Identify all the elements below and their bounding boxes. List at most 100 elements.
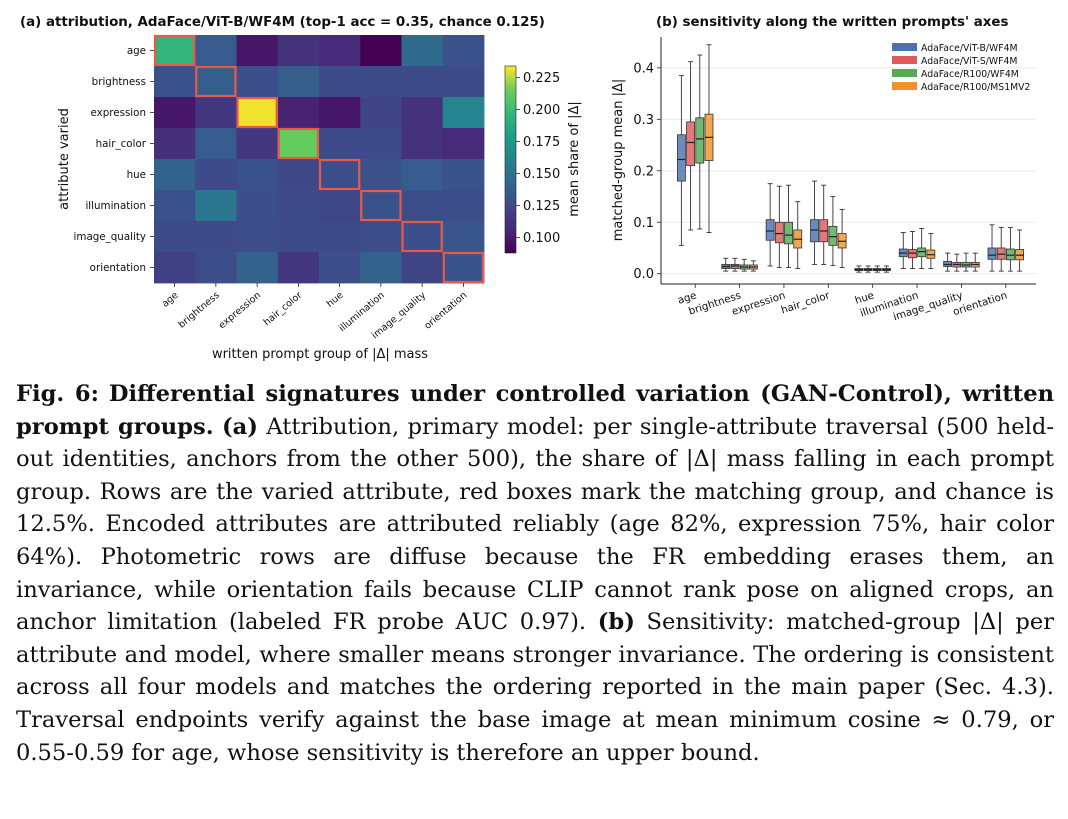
heatmap-cell (360, 190, 402, 222)
colorbar-tick-label: 0.175 (523, 135, 560, 150)
heatmap-y-tick-label: expression (90, 107, 146, 119)
caption-part-a-label: (a) (221, 413, 258, 440)
heatmap-cell (360, 66, 402, 98)
x-tick-label: hair_color (780, 289, 832, 316)
heatmap-y-tick-label: brightness (92, 76, 146, 88)
heatmap-cell (277, 159, 320, 191)
box-AdaFace/R100/MS1MV2-hue (882, 265, 891, 273)
y-tick-label: 0.3 (633, 113, 654, 128)
caption-part-b-text: Sensitivity: matched-group |Δ| per attri… (16, 609, 1054, 766)
box-AdaFace/ViT-S/WF4M-image_quality (952, 253, 962, 272)
heatmap-y-tick-label: illumination (85, 200, 146, 212)
heatmap-cell (442, 190, 485, 222)
heatmap-cell (195, 190, 237, 222)
heatmap-cell (154, 128, 196, 160)
box-body (784, 221, 793, 245)
box-body (987, 247, 997, 260)
heatmap-y-axis-label: attribute varied (57, 108, 72, 210)
match-highlight-box (153, 34, 196, 67)
heatmap-cell (319, 128, 361, 160)
legend-swatch (892, 43, 917, 51)
heatmap-cell (360, 35, 402, 67)
heatmap-cell (360, 97, 402, 129)
boxplot-gridlines (661, 67, 1036, 275)
box-body (686, 121, 695, 167)
heatmap-cell (319, 97, 361, 129)
box-body (810, 219, 819, 243)
heatmap-cell (401, 252, 444, 284)
box-body (828, 225, 838, 246)
box-AdaFace/ViT-B/WF4M-image_quality (943, 252, 953, 272)
heatmap-cell (319, 159, 361, 191)
box-AdaFace/R100/WF4M-age (695, 54, 705, 230)
colorbar-tick-label: 0.125 (523, 199, 560, 214)
heatmap-cell (277, 190, 320, 222)
heatmap-cell (401, 128, 444, 160)
box-AdaFace/R100/MS1MV2-illumination (926, 233, 936, 270)
legend-swatch (892, 82, 917, 90)
heatmap (153, 34, 485, 284)
heatmap-cell (442, 252, 485, 284)
heatmap-cell (401, 66, 444, 98)
box-AdaFace/ViT-B/WF4M-age (676, 75, 686, 246)
heatmap-cell (401, 35, 444, 67)
x-tick-label: hue (853, 289, 875, 306)
box-AdaFace/ViT-B/WF4M-expression (765, 183, 775, 267)
box-AdaFace/ViT-S/WF4M-orientation (996, 226, 1006, 272)
box-AdaFace/R100/MS1MV2-hair_color (837, 208, 847, 268)
colorbar-tick-label: 0.100 (523, 231, 560, 246)
box-AdaFace/R100/WF4M-image_quality (961, 252, 971, 272)
caption-title: Differential signatures under controlled… (16, 381, 1055, 440)
heatmap-cell (195, 35, 237, 67)
heatmap-cell (236, 35, 279, 67)
caption-label: Fig. 6: (16, 381, 99, 407)
heatmap-cell (154, 252, 196, 284)
figure-caption: Fig. 6: Differential signatures under co… (16, 378, 1054, 769)
colorbar-ticks: 0.100 0.125 0.150 0.175 0.200 0.225 (516, 71, 560, 246)
heatmap-cell (442, 221, 485, 253)
box-AdaFace/ViT-S/WF4M-hue (863, 265, 873, 273)
box-AdaFace/R100/WF4M-orientation (1006, 226, 1015, 272)
panel-a-title: (a) attribution, AdaFace/ViT-B/WF4M (top… (20, 15, 545, 30)
heatmap-cell (277, 221, 320, 253)
heatmap-y-tick-label: image_quality (74, 231, 146, 243)
heatmap-cell (319, 66, 361, 98)
heatmap-cell (277, 66, 320, 98)
legend-label: AdaFace/ViT-S/WF4M (921, 56, 1017, 67)
box-AdaFace/R100/WF4M-brightness (739, 258, 749, 272)
box-body (917, 247, 927, 258)
heatmap-cell (236, 97, 279, 129)
legend-swatch (892, 69, 917, 77)
y-tick-label: 0.2 (633, 164, 654, 179)
legend-swatch (892, 56, 917, 64)
heatmap-cell (195, 128, 237, 160)
panel-b-title: (b) sensitivity along the written prompt… (656, 15, 1008, 30)
box-AdaFace/R100/WF4M-expression (784, 184, 793, 268)
boxplot-y-axis-label: matched-group mean |Δ| (611, 79, 626, 242)
match-highlight-box (442, 251, 485, 284)
heatmap-cell (236, 221, 279, 253)
match-highlight-box (360, 189, 402, 222)
match-highlight-box (277, 127, 320, 160)
heatmap-cell (236, 190, 279, 222)
heatmap-cell (236, 128, 279, 160)
box-body (695, 117, 705, 164)
heatmap-x-tick-label: expression (217, 290, 263, 331)
heatmap-y-tick-label: hair_color (96, 138, 147, 150)
boxplot-boxes (676, 44, 1025, 273)
heatmap-cell (154, 190, 196, 222)
colorbar-tick-label: 0.225 (523, 71, 560, 86)
heatmap-cell (401, 159, 444, 191)
box-AdaFace/R100/WF4M-hair_color (828, 196, 838, 266)
box-AdaFace/ViT-S/WF4M-expression (774, 185, 784, 268)
box-AdaFace/ViT-S/WF4M-brightness (730, 257, 740, 272)
box-AdaFace/ViT-S/WF4M-illumination (908, 231, 917, 270)
box-AdaFace/ViT-B/WF4M-hair_color (810, 180, 819, 265)
match-highlight-box (195, 65, 237, 98)
heatmap-y-tick-label: age (127, 45, 146, 57)
heatmap-x-tick-label: brightness (176, 290, 222, 331)
box-body (774, 221, 784, 244)
heatmap-cell (442, 128, 485, 160)
heatmap-x-axis-label: written prompt group of |Δ| mass (212, 347, 428, 362)
